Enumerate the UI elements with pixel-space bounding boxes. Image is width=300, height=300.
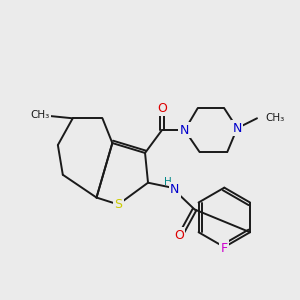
Text: N: N — [232, 122, 242, 135]
Text: O: O — [157, 102, 167, 115]
Text: CH₃: CH₃ — [30, 110, 50, 120]
Text: N: N — [180, 124, 189, 137]
Text: N: N — [170, 183, 179, 196]
Text: H: H — [164, 177, 172, 187]
Text: F: F — [221, 242, 228, 255]
Text: O: O — [174, 229, 184, 242]
Text: S: S — [114, 198, 122, 211]
Text: CH₃: CH₃ — [265, 113, 284, 123]
